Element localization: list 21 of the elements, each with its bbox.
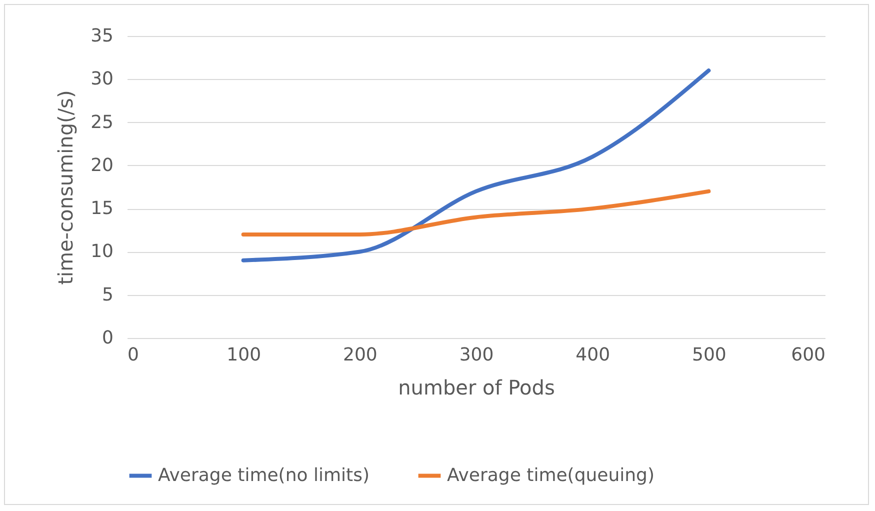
y-axis-title: time-consuming(/s) bbox=[54, 90, 78, 285]
y-tick-label: 5 bbox=[102, 284, 114, 306]
x-tick-label: 600 bbox=[791, 344, 826, 366]
y-tick-label: 35 bbox=[90, 26, 114, 46]
x-tick-label: 400 bbox=[576, 344, 610, 366]
line-series bbox=[241, 68, 711, 262]
y-tick-label: 15 bbox=[90, 198, 114, 220]
x-tick-label: 0 bbox=[128, 344, 139, 366]
x-tick-label: 200 bbox=[342, 344, 378, 366]
x-axis-title: number of Pods bbox=[398, 376, 555, 400]
x-tick-label: 300 bbox=[459, 344, 494, 366]
legend-label: Average time(queuing) bbox=[447, 464, 655, 486]
x-tick-label: 100 bbox=[226, 344, 262, 366]
y-tick-label: 20 bbox=[90, 154, 114, 176]
line-series bbox=[241, 189, 711, 236]
y-tick-label: 25 bbox=[90, 112, 114, 133]
y-tick-label: 0 bbox=[102, 328, 114, 348]
y-tick-label: 30 bbox=[90, 68, 114, 90]
y-tick-label: 10 bbox=[90, 241, 114, 262]
x-tick-label: 500 bbox=[692, 344, 726, 366]
legend-label: Average time(no limits) bbox=[158, 464, 370, 486]
